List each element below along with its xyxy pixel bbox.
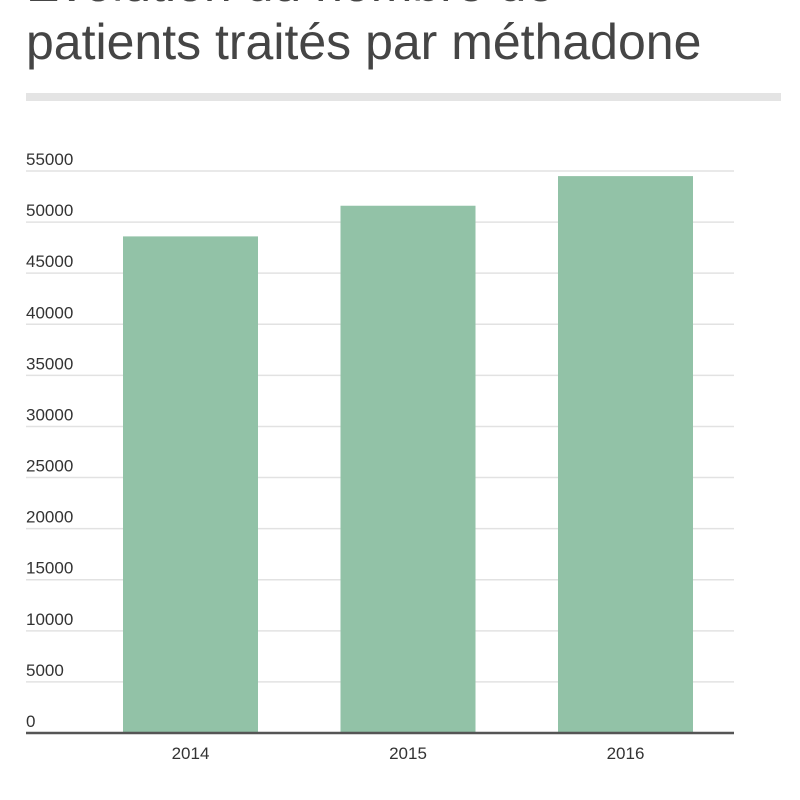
chart-title-line-1: Évolution du nombre de — [26, 0, 701, 13]
y-tick-label: 25000 — [26, 457, 73, 476]
x-tick-label: 2014 — [172, 744, 210, 763]
bar-2016 — [558, 176, 693, 733]
bar-2014 — [123, 236, 258, 733]
chart-title-line-2: patients traités par méthadone — [26, 14, 702, 70]
title-divider — [26, 93, 781, 101]
y-tick-label: 15000 — [26, 559, 73, 578]
x-tick-label: 2015 — [389, 744, 427, 763]
y-tick-label: 0 — [26, 712, 35, 731]
chart-header: Évolution du nombre de patients traités … — [0, 0, 800, 90]
y-tick-label: 35000 — [26, 354, 73, 373]
x-axis-tick-labels: 2014 2015 2016 — [172, 744, 645, 763]
y-tick-label: 50000 — [26, 201, 73, 220]
y-tick-label: 5000 — [26, 661, 64, 680]
y-tick-label: 45000 — [26, 252, 73, 271]
y-tick-label: 20000 — [26, 508, 73, 527]
chart-title: Évolution du nombre de patients traités … — [26, 0, 701, 71]
y-tick-label: 40000 — [26, 303, 73, 322]
y-tick-label: 10000 — [26, 610, 73, 629]
bars — [123, 176, 693, 733]
x-tick-label: 2016 — [607, 744, 645, 763]
bar-2015 — [340, 205, 476, 733]
y-tick-label: 30000 — [26, 405, 73, 424]
bar-chart: 0 5000 10000 15000 20000 25000 30000 35000 40000… — [26, 150, 734, 763]
y-tick-label: 55000 — [26, 150, 73, 169]
y-axis-tick-labels: 0 5000 10000 15000 20000 25000 30000 35000 40000… — [26, 150, 73, 731]
